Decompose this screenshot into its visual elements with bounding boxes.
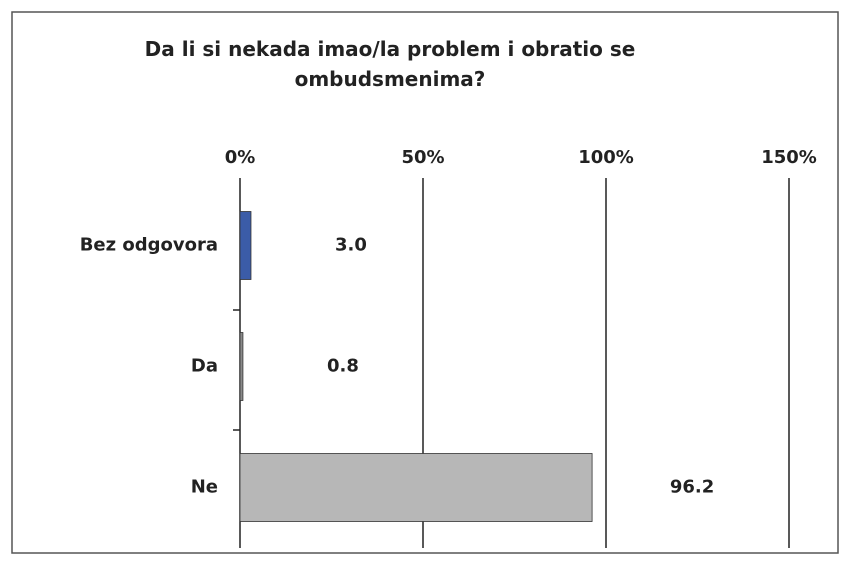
y-tick-label: Ne [191,477,218,498]
x-tick-label: 0% [225,147,256,168]
x-tick-label: 150% [761,147,817,168]
value-label: 96.2 [670,477,714,498]
bar [239,453,593,522]
bar [239,211,252,280]
frame [11,11,839,554]
y-tick-label: Da [191,356,218,377]
x-tick-label: 50% [401,147,444,168]
x-tick-label: 100% [578,147,634,168]
value-label: 0.8 [327,356,359,377]
y-tick-label: Bez odgovora [80,235,218,256]
chart-title: Da li si nekada imao/la problem i obrati… [144,37,636,91]
category-ticks [233,309,240,431]
value-label: 3.0 [335,235,367,256]
bar [239,332,244,401]
